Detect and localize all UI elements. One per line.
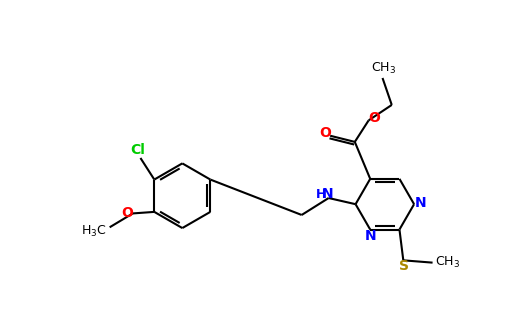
Text: O: O [368, 111, 380, 125]
Text: Cl: Cl [131, 143, 145, 156]
Text: N: N [322, 187, 334, 201]
Text: N: N [414, 196, 426, 210]
Text: O: O [319, 127, 331, 140]
Text: H: H [316, 188, 326, 201]
Text: O: O [121, 206, 133, 220]
Text: CH$_3$: CH$_3$ [435, 255, 460, 270]
Text: N: N [365, 229, 377, 243]
Text: S: S [399, 260, 409, 273]
Text: CH$_3$: CH$_3$ [372, 61, 397, 76]
Text: H$_3$C: H$_3$C [81, 223, 107, 239]
